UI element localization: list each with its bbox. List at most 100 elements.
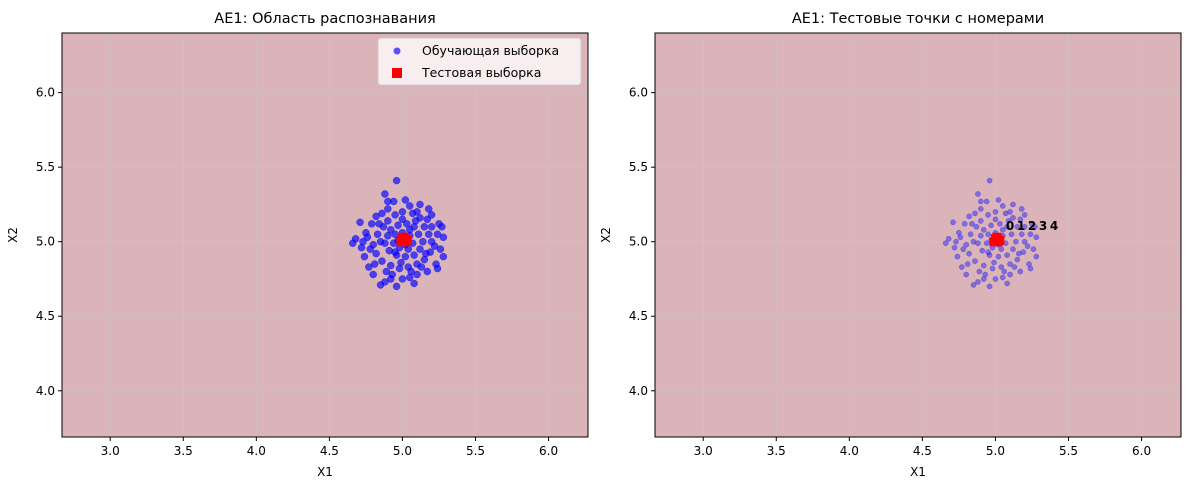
y-tick-label: 4.0: [629, 384, 648, 398]
x-axis-label: X1: [317, 465, 333, 479]
training-point: [956, 229, 962, 236]
subplot-1: 3.0 3.5 4.0 4.5 5.0 5.5 6.0 4.0 4.5 5.0 5.5 6.0 AE1:…: [6, 11, 589, 479]
training-point: [436, 245, 445, 253]
training-point: [411, 217, 420, 225]
y-tick-label: 5.0: [629, 235, 648, 249]
training-point: [1033, 234, 1040, 241]
training-point: [976, 268, 983, 275]
training-point: [1021, 223, 1028, 230]
training-point: [397, 258, 405, 267]
training-point: [378, 257, 386, 265]
training-point: [1017, 216, 1024, 223]
training-point: [966, 213, 972, 220]
training-point: [958, 264, 965, 270]
training-point: [980, 226, 987, 233]
training-point: [1018, 206, 1025, 212]
training-point: [983, 198, 990, 205]
axes-frame: [61, 32, 589, 438]
training-point: [969, 220, 975, 227]
training-point: [999, 203, 1006, 209]
training-point: [439, 252, 448, 261]
training-point: [405, 202, 414, 210]
training-point: [980, 276, 987, 282]
training-point: [966, 250, 972, 257]
training-point: [973, 223, 980, 230]
training-point: [420, 223, 429, 231]
x-tick-label: 3.5: [174, 444, 193, 458]
training-point: [970, 238, 977, 245]
training-point: [982, 271, 989, 278]
training-point: [410, 251, 418, 259]
training-point: [1027, 265, 1034, 272]
training-point: [373, 230, 382, 239]
training-point: [977, 206, 984, 212]
training-point: [1004, 280, 1010, 287]
training-point: [424, 230, 433, 239]
training-point: [967, 231, 974, 238]
training-point: [999, 226, 1006, 233]
y-tick-label: 4.5: [629, 309, 648, 323]
training-point: [954, 253, 961, 260]
x-tick-label: 4.5: [913, 444, 932, 458]
training-point: [423, 267, 432, 276]
training-point: [424, 205, 433, 213]
training-point: [986, 177, 993, 184]
training-point: [384, 197, 392, 206]
training-point: [963, 271, 970, 278]
y-tick-label: 6.0: [36, 86, 55, 100]
training-point: [375, 220, 383, 228]
training-point: [376, 237, 385, 246]
test-point-label: 2: [1028, 219, 1036, 233]
training-point: [398, 208, 407, 216]
training-point: [1014, 256, 1021, 263]
training-point: [960, 246, 967, 253]
training-point: [1008, 231, 1015, 238]
training-point: [407, 267, 415, 276]
training-point: [410, 279, 418, 288]
training-point: [392, 282, 401, 291]
training-point: [972, 210, 978, 217]
training-point: [1013, 238, 1019, 245]
training-point: [986, 252, 993, 258]
training-point: [991, 259, 997, 266]
x-tick-label: 3.0: [101, 444, 120, 458]
y-axis-label: X2: [599, 227, 613, 243]
training-point: [986, 283, 993, 290]
training-point: [398, 215, 407, 224]
training-point: [950, 219, 956, 226]
training-point: [975, 240, 981, 247]
training-point: [992, 209, 999, 215]
training-point: [989, 265, 996, 272]
training-point: [413, 208, 421, 216]
training-point: [392, 176, 401, 185]
training-point: [985, 249, 991, 255]
x-tick-label: 4.0: [247, 444, 266, 458]
training-point: [995, 197, 1002, 203]
training-point: [416, 245, 424, 253]
training-point: [384, 217, 392, 225]
training-point: [384, 231, 392, 240]
chart-title: AE1: Тестовые точки с номерами: [792, 11, 1044, 27]
training-point: [401, 196, 410, 204]
training-point: [369, 270, 377, 279]
training-point: [963, 241, 970, 248]
y-tick-label: 4.5: [36, 309, 55, 323]
legend: Обучающая выборка Тестовая выборка: [377, 37, 582, 86]
training-point: [1033, 253, 1040, 260]
training-point: [1002, 210, 1009, 217]
training-point: [975, 191, 981, 197]
training-point: [413, 270, 421, 279]
training-point: [423, 215, 432, 224]
x-tick-label: 5.5: [1059, 444, 1078, 458]
training-point: [977, 232, 984, 239]
training-point: [998, 264, 1005, 270]
x-tick-label: 5.5: [466, 444, 485, 458]
y-tick-label: 5.0: [36, 235, 55, 249]
training-point: [384, 205, 392, 213]
training-point: [381, 190, 389, 198]
y-tick-label: 4.0: [36, 384, 55, 398]
training-point: [416, 200, 424, 209]
training-point: [957, 234, 964, 241]
training-point: [1024, 243, 1031, 250]
